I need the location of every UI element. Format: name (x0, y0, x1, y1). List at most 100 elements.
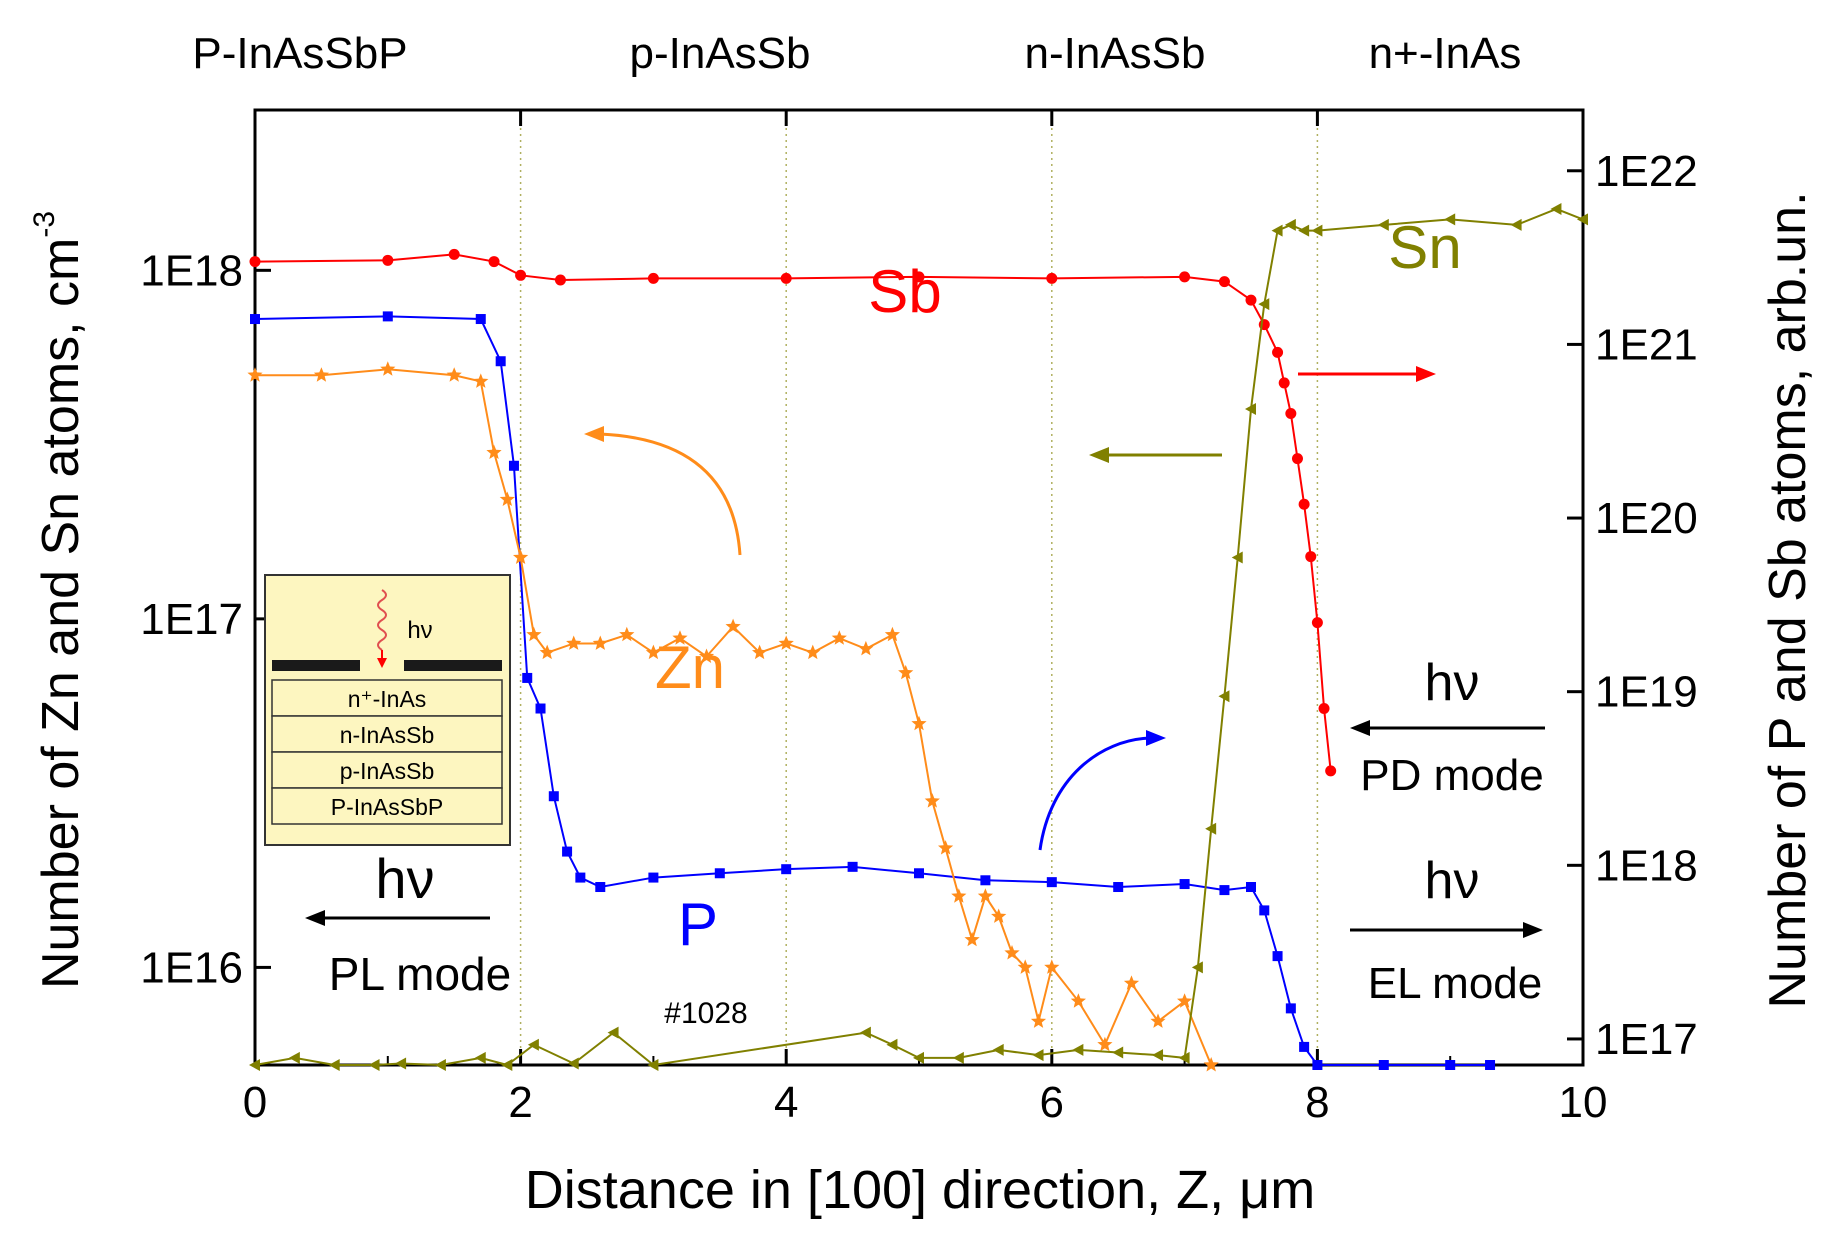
zn-data-point (1177, 993, 1193, 1008)
inset-layer-n-inassb (271, 715, 503, 753)
right-y-axis-title-group: Number of P and Sb atoms, arb.un. (1759, 191, 1817, 1008)
sn-data-point (1178, 1051, 1190, 1064)
sb-data-point (515, 269, 527, 281)
pd-mode-arrow (1350, 720, 1545, 736)
sn-data-point (501, 1059, 513, 1071)
p-data-point (1312, 1060, 1323, 1070)
zn-data-point (645, 644, 661, 660)
x-tick-label: 8 (1305, 1078, 1329, 1127)
p-data-point (250, 314, 260, 325)
zn-data-point (831, 630, 847, 645)
inset-layer-p-inassb (271, 751, 503, 789)
sn-data-point (952, 1051, 964, 1064)
zn-data-point (911, 715, 927, 731)
p-data-point (1179, 879, 1190, 890)
zn-data-point (1150, 1013, 1166, 1028)
zn-data-point (898, 664, 914, 680)
sb-series-label: Sb (868, 258, 941, 325)
zn-data-point (938, 840, 954, 855)
zn-data-point (473, 373, 489, 388)
zn-data-point (1070, 993, 1086, 1008)
sn-data-point (886, 1038, 898, 1051)
p-data-point (1445, 1060, 1456, 1070)
x-tick-label: 0 (243, 1078, 267, 1127)
inset-left-contact (272, 660, 360, 671)
x-axis-title: Distance in [100] direction, Z, μm (525, 1160, 1315, 1220)
left-y-axis-title: Number of Zn and Sn atoms, cm-3 (28, 211, 90, 989)
p-data-point (1219, 885, 1230, 896)
sn-data-point (567, 1057, 579, 1070)
p-data-point (1485, 1060, 1496, 1070)
x-tick-label: 4 (774, 1078, 798, 1127)
sn-data-point (1284, 218, 1296, 231)
p-data-point (648, 872, 659, 883)
p-data-point (1259, 905, 1270, 916)
zn-data-point (446, 367, 462, 382)
zn-data-point (539, 644, 555, 660)
sn-data-point (1444, 213, 1456, 226)
device-structure-inset: hν n⁺-InAs n-InAsSb p-InAsSb P-InAsSbP (264, 574, 511, 846)
zn-data-point (884, 626, 900, 642)
left-y-axis-ticks: 1E16 1E17 1E18 (140, 246, 271, 992)
sb-data-point (1325, 765, 1337, 777)
sb-data-point (1272, 346, 1284, 358)
sb-data-point (1218, 276, 1230, 288)
zn-data-point (977, 888, 993, 903)
inset-light-wave-icon (377, 589, 387, 651)
p-data-point (980, 875, 991, 886)
sb-data-point (780, 272, 792, 284)
sb-data-point (448, 248, 460, 260)
sb-data-point (249, 256, 261, 268)
sb-data-point (1318, 703, 1330, 715)
sn-data-point (1218, 690, 1230, 703)
pl-hv-label: hν (375, 847, 434, 910)
sb-data-point (488, 256, 500, 268)
left-y-tick-label: 1E17 (140, 595, 243, 644)
zn-data-point (805, 644, 821, 660)
left-y-tick-label: 1E18 (140, 246, 243, 295)
sn-data-point (1311, 224, 1323, 237)
x-axis-ticks: 0 2 4 6 8 10 (243, 110, 1607, 1127)
p-data-point (847, 861, 858, 872)
sb-data-point (647, 272, 659, 284)
zn-series-label: Zn (655, 634, 725, 701)
zn-data-point (698, 648, 715, 663)
sn-data-point (1245, 403, 1256, 416)
sb-data-point (554, 274, 566, 286)
right-y-tick-label: 1E18 (1595, 841, 1698, 890)
inset-hv-label: hν (407, 617, 432, 644)
layer-label-n-plus-inas: n+-InAs (1369, 29, 1522, 78)
p-series-label: P (678, 891, 718, 958)
p-right-axis-arrow (1038, 730, 1166, 851)
inset-layer-label: p-InAsSb (340, 758, 435, 784)
sn-data-point (1577, 213, 1588, 226)
zn-data-point (313, 367, 329, 382)
p-data-point (382, 311, 393, 322)
sb-data-point (1305, 551, 1317, 563)
zn-data-point (499, 491, 515, 506)
sn-data-point (1258, 298, 1270, 311)
pl-mode-label: PL mode (329, 948, 511, 1000)
right-y-tick-label: 1E22 (1595, 147, 1698, 196)
sn-data-point (859, 1026, 871, 1039)
p-data-point (1272, 951, 1283, 962)
p-data-point (781, 864, 792, 875)
inset-layer-p-inassbp (271, 787, 503, 825)
zn-data-point (1017, 959, 1033, 974)
zn-data-point (1004, 945, 1020, 960)
p-data-point (475, 314, 486, 325)
sb-data-point (1298, 498, 1310, 510)
sn-data-point (647, 1059, 659, 1071)
sn-data-point (1271, 224, 1283, 237)
zn-data-point (1123, 975, 1140, 990)
data-series (247, 202, 1588, 1072)
zn-data-point (964, 931, 980, 947)
sb-data-point (1291, 453, 1303, 465)
sample-id-label: #1028 (664, 997, 747, 1030)
sn-data-point (1032, 1049, 1044, 1062)
zn-data-point (991, 908, 1007, 923)
sn-data-point (1298, 224, 1310, 237)
zn-data-point (526, 626, 542, 642)
right-y-axis-title: Number of P and Sb atoms, arb.un. (1759, 191, 1817, 1008)
